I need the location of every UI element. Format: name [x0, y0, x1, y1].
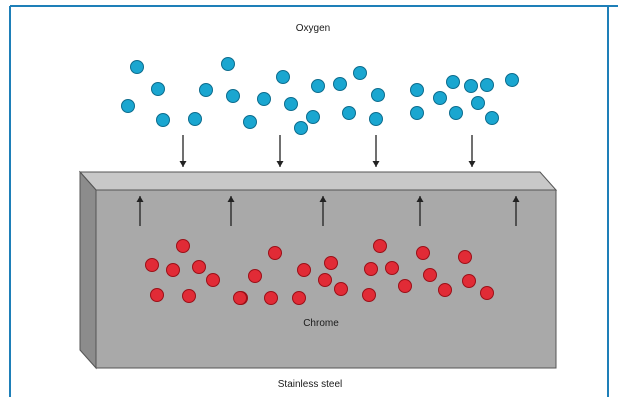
oxygen-atom	[369, 112, 383, 126]
oxygen-atom	[257, 92, 271, 106]
chrome-atom	[398, 279, 412, 293]
oxygen-atom	[306, 110, 320, 124]
down-arrow	[372, 135, 380, 167]
oxygen-atom	[276, 70, 290, 84]
chrome-atom	[318, 273, 332, 287]
chrome-up-arrows	[136, 196, 520, 226]
oxygen-atom	[121, 99, 135, 113]
chrome-atom	[373, 239, 387, 253]
chrome-atom	[182, 289, 196, 303]
down-arrow	[276, 135, 284, 167]
chrome-atom	[297, 263, 311, 277]
oxygen-label: Oxygen	[295, 23, 331, 34]
chrome-atom	[268, 246, 282, 260]
up-arrow	[319, 196, 327, 226]
oxygen-atom	[353, 66, 367, 80]
oxygen-atom	[449, 106, 463, 120]
up-arrow	[416, 196, 424, 226]
chrome-atom	[438, 283, 452, 297]
chrome-atom	[480, 286, 494, 300]
oxygen-atom	[505, 73, 519, 87]
chrome-atom	[264, 291, 278, 305]
up-arrow	[227, 196, 235, 226]
oxygen-atom	[156, 113, 170, 127]
oxygen-atom	[333, 77, 347, 91]
oxygen-atom	[464, 79, 478, 93]
up-arrow	[136, 196, 144, 226]
oxygen-atoms	[121, 57, 519, 135]
oxygen-atom	[188, 112, 202, 126]
chrome-atom	[233, 291, 247, 305]
oxygen-atom	[410, 83, 424, 97]
chrome-atom	[462, 274, 476, 288]
chrome-atom	[145, 258, 159, 272]
down-arrow	[179, 135, 187, 167]
frame-border	[9, 5, 618, 397]
chrome-atoms	[145, 239, 494, 305]
chrome-atom	[324, 256, 338, 270]
chrome-atom	[362, 288, 376, 302]
oxygen-atom	[130, 60, 144, 74]
stainless-steel-label: Stainless steel	[277, 379, 343, 390]
oxygen-atom	[342, 106, 356, 120]
chrome-atom	[292, 291, 306, 305]
oxygen-atom	[485, 111, 499, 125]
oxygen-atom	[371, 88, 385, 102]
down-arrow	[468, 135, 476, 167]
steel-block-left-face	[79, 170, 97, 370]
oxygen-atom	[446, 75, 460, 89]
oxygen-atom	[221, 57, 235, 71]
oxygen-atom	[311, 79, 325, 93]
oxygen-atom	[433, 91, 447, 105]
oxygen-atom	[471, 96, 485, 110]
oxygen-atom	[480, 78, 494, 92]
up-arrow	[512, 196, 520, 226]
chrome-atom	[166, 263, 180, 277]
oxygen-atom	[243, 115, 257, 129]
chrome-atom	[206, 273, 220, 287]
chrome-atom	[385, 261, 399, 275]
oxygen-atom	[199, 83, 213, 97]
chrome-atom	[150, 288, 164, 302]
chrome-atom	[416, 246, 430, 260]
oxygen-atom	[294, 121, 308, 135]
chrome-atom	[176, 239, 190, 253]
chrome-atom	[192, 260, 206, 274]
oxygen-atom	[151, 82, 165, 96]
chrome-label: Chrome	[303, 318, 339, 329]
chrome-atom	[248, 269, 262, 283]
chrome-atom	[423, 268, 437, 282]
chrome-atom	[458, 250, 472, 264]
oxygen-down-arrows	[179, 135, 476, 167]
oxygen-atom	[284, 97, 298, 111]
chrome-atom	[364, 262, 378, 276]
steel-block-top-face	[78, 171, 558, 191]
oxygen-atom	[226, 89, 240, 103]
chrome-atom	[334, 282, 348, 296]
oxygen-atom	[410, 106, 424, 120]
